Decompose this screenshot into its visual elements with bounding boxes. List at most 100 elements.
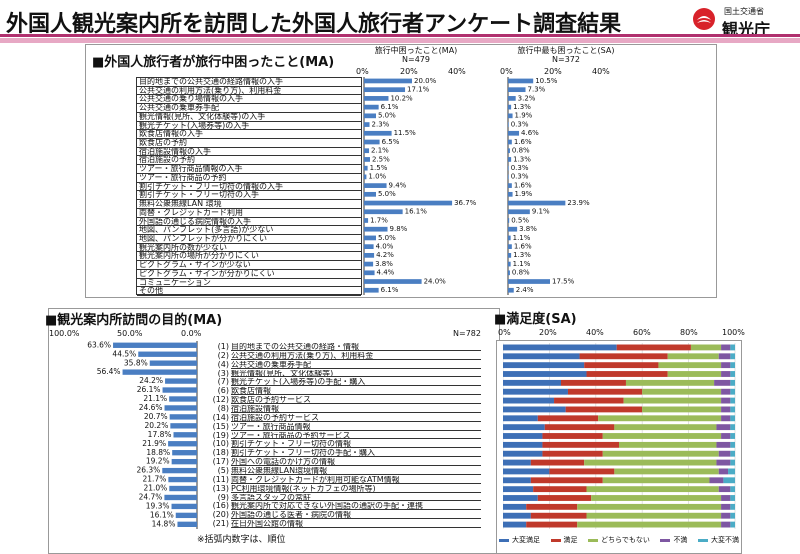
purpose-rank: (11)	[212, 474, 229, 484]
purpose-rank: (20)	[212, 510, 229, 520]
col1-title: 旅行中困ったこと(MA)	[374, 46, 458, 55]
purpose-item: (19) ツアー・旅行商品の予約サービス	[207, 431, 497, 441]
troubles-sa-bar	[508, 287, 514, 293]
purpose-bar	[170, 423, 197, 429]
troubles-sa-bar	[508, 191, 513, 197]
purpose-n: N=782	[453, 329, 481, 338]
sat-segment	[730, 362, 735, 369]
satisfaction-legend: 大変満足 満足 どちらでもない 不満 大変不満	[499, 535, 739, 545]
troubles-ma-value-label: 17.1%	[407, 86, 430, 94]
purpose-value-label: 26.1%	[137, 385, 161, 394]
troubles-sa-bar	[508, 261, 511, 267]
troubles-ma-value-label: 2.1%	[371, 147, 389, 155]
col2-title: 旅行中最も困ったこと(SA)	[517, 46, 615, 55]
sat-segment	[614, 424, 717, 431]
col2-tick-40: 40%	[592, 67, 610, 76]
purpose-item: (11) 両替・クレジットカードが利用可能なATM情報	[207, 474, 497, 485]
purpose-bar	[171, 503, 197, 510]
sat-segment	[537, 415, 599, 422]
troubles-sa-value-label: 1.3%	[513, 251, 531, 259]
troubles-sa-bar	[508, 235, 511, 241]
purpose-rank: (5)	[217, 466, 229, 475]
purpose-value-label: 24.2%	[139, 376, 163, 385]
troubles-ma-bar	[364, 148, 370, 154]
sat-segment	[721, 503, 731, 510]
purpose-item: (7) 観光チケット(入場券等)の手配・購入	[207, 378, 497, 387]
agency-emblem-icon	[693, 8, 715, 30]
sat-legend-label: 不満	[673, 536, 688, 544]
col1-tick-0: 0%	[356, 67, 369, 76]
purpose-bar	[177, 521, 197, 527]
sat-segment	[503, 521, 527, 528]
trouble-label: 飲食店情報の入手	[137, 130, 361, 140]
sat-tick-40: 40%	[586, 328, 604, 337]
col1-tick-40: 40%	[448, 67, 466, 76]
purpose-rank: (17)	[212, 457, 229, 467]
sat-segment	[503, 512, 531, 519]
troubles-ma-bar	[364, 279, 422, 284]
purpose-value-label: 21.0%	[143, 484, 167, 493]
purpose-rank: (21)	[212, 519, 229, 529]
sat-segment	[503, 433, 543, 439]
troubles-sa-bar	[508, 113, 513, 119]
sat-tick-60: 60%	[633, 328, 651, 337]
troubles-panel: ■外国人旅行者が旅行中困ったこと(MA) 旅行中困ったこと(MA) N=479 …	[85, 44, 717, 298]
troubles-sa-value-label: 0.8%	[512, 147, 530, 155]
sat-segment	[584, 459, 717, 466]
purpose-label: 両替・クレジットカードが利用可能なATM情報	[231, 476, 481, 484]
purpose-value-label: 35.8%	[124, 358, 148, 367]
purpose-item: (15) ツアー・旅行商品情報	[207, 421, 497, 432]
sat-legend-label: 大変満足	[512, 536, 540, 544]
agency-logo: 国土交通省 観光庁	[692, 4, 792, 39]
troubles-ma-bar	[364, 104, 379, 110]
troubles-sa-value-label: 9.1%	[532, 208, 550, 216]
purpose-rank: (3)	[217, 368, 229, 378]
purpose-bar	[113, 342, 197, 348]
sat-segment	[721, 344, 731, 351]
purpose-bar	[169, 485, 197, 492]
purpose-label: 観光チケット(入場券等)の手配・購入	[231, 378, 481, 387]
purpose-bar	[169, 414, 197, 420]
troubles-ma-bar	[364, 122, 370, 127]
troubles-sa-bar	[508, 104, 512, 110]
visit-purpose-label-list: (1) 目的地までの公共交通の経路・情報 (2) 公共交通の利用方法(乗り方)、利用料…	[207, 342, 497, 529]
purpose-value-label: 21.9%	[142, 439, 166, 448]
troubles-ma-value-label: 10.2%	[390, 94, 413, 102]
sat-segment	[730, 495, 735, 501]
sat-segment	[503, 441, 543, 448]
troubles-sa-value-label: 1.9%	[515, 190, 533, 198]
sat-segment	[579, 353, 668, 360]
sat-segment	[503, 406, 566, 413]
sat-segment	[667, 353, 719, 360]
purpose-item: (10) 割引チケット・フリー切符の情報	[207, 440, 497, 449]
purpose-rank: (6)	[217, 386, 229, 396]
troubles-sa-bar	[508, 209, 530, 215]
sat-segment	[503, 344, 617, 351]
purpose-item: (5) 無料公衆無線LAN環境情報	[207, 466, 497, 476]
purpose-item: (21) 在日外国公館の情報	[207, 519, 497, 529]
purpose-bar	[173, 432, 197, 438]
sat-segment	[721, 406, 731, 413]
sat-segment	[503, 362, 585, 369]
troubles-ma-value-label: 9.4%	[389, 181, 407, 189]
troubles-ma-value-label: 24.0%	[424, 277, 447, 285]
troubles-ma-bar	[364, 253, 375, 258]
troubles-sa-bar	[508, 253, 512, 258]
purpose-rank: (15)	[212, 421, 229, 431]
trouble-label: 宿泊施設の予約	[137, 156, 361, 166]
troubles-ma-value-label: 3.8%	[375, 260, 393, 268]
sat-segment	[730, 353, 735, 360]
sat-segment	[728, 468, 735, 475]
visit-purpose-panel: ■観光案内所訪問の目的(MA) 100.0% 50.0% 0.0% N=782 …	[45, 308, 500, 554]
sat-segment	[730, 388, 735, 395]
sat-segment	[714, 379, 731, 386]
trouble-label: 割引チケット・フリー切符の情報の入手	[137, 183, 361, 192]
sat-segment	[542, 441, 619, 448]
purpose-rank: (10)	[212, 439, 229, 449]
trouble-label: その他	[137, 287, 361, 296]
visit-purpose-heading: ■観光案内所訪問の目的(MA)	[45, 313, 223, 328]
sat-segment	[716, 424, 731, 431]
sat-segment	[537, 495, 592, 501]
purpose-bar	[172, 450, 197, 456]
sat-segment	[730, 512, 735, 519]
